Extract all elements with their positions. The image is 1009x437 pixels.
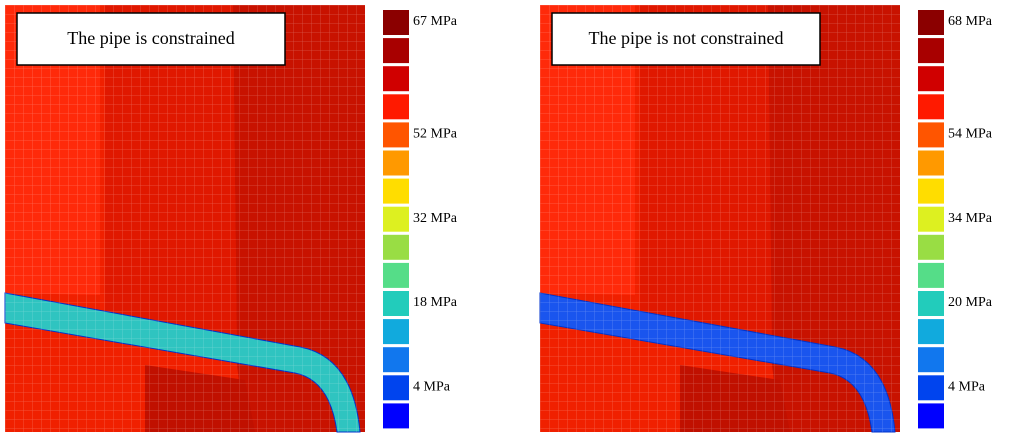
legend-swatch xyxy=(918,347,944,373)
legend-swatch xyxy=(918,375,944,401)
legend-swatch xyxy=(383,319,409,345)
legend-label: 18 MPa xyxy=(413,295,458,310)
legend-swatch xyxy=(383,375,409,401)
legend-label: 4 MPa xyxy=(948,380,986,395)
legend-label: 54 MPa xyxy=(948,127,993,142)
legend-swatch xyxy=(383,178,409,204)
legend-swatch xyxy=(383,122,409,148)
legend-label: 32 MPa xyxy=(413,211,458,226)
legend-swatch xyxy=(383,262,409,288)
legend-label: 4 MPa xyxy=(413,380,451,395)
legend-swatch xyxy=(383,10,409,35)
legend-swatch xyxy=(918,234,944,260)
legend-swatch xyxy=(383,234,409,260)
legend-swatch xyxy=(383,403,409,429)
panel-title: The pipe is constrained xyxy=(67,28,234,48)
legend-label: 67 MPa xyxy=(413,14,458,29)
legend-label: 68 MPa xyxy=(948,14,993,29)
mesh xyxy=(540,5,900,432)
legend-label: 52 MPa xyxy=(413,127,458,142)
legend-swatch xyxy=(383,291,409,316)
label-box xyxy=(16,12,286,66)
label-box xyxy=(551,12,821,66)
legend-swatch xyxy=(383,38,409,64)
legend-swatch xyxy=(918,94,944,120)
legend-swatch xyxy=(918,38,944,64)
mesh xyxy=(5,5,365,432)
contour-plot: The pipe is not constrained xyxy=(539,5,900,433)
legend-swatch xyxy=(918,178,944,204)
contour-plot: The pipe is constrained xyxy=(4,5,365,433)
legend-swatch xyxy=(918,66,944,92)
legend-swatch xyxy=(383,150,409,176)
legend-swatch xyxy=(918,10,944,35)
legend-swatch xyxy=(918,122,944,148)
legend-swatch xyxy=(383,94,409,120)
legend-label: 20 MPa xyxy=(948,295,993,310)
legend-label: 34 MPa xyxy=(948,211,993,226)
panel-title: The pipe is not constrained xyxy=(589,28,784,48)
legend-swatch xyxy=(918,319,944,345)
legend-swatch xyxy=(383,347,409,373)
legend-swatch xyxy=(383,66,409,92)
legend-swatch xyxy=(918,150,944,176)
legend-swatch xyxy=(918,403,944,429)
legend-swatch xyxy=(918,262,944,288)
legend-swatch xyxy=(918,206,944,232)
legend-swatch xyxy=(383,206,409,232)
legend-swatch xyxy=(918,291,944,316)
